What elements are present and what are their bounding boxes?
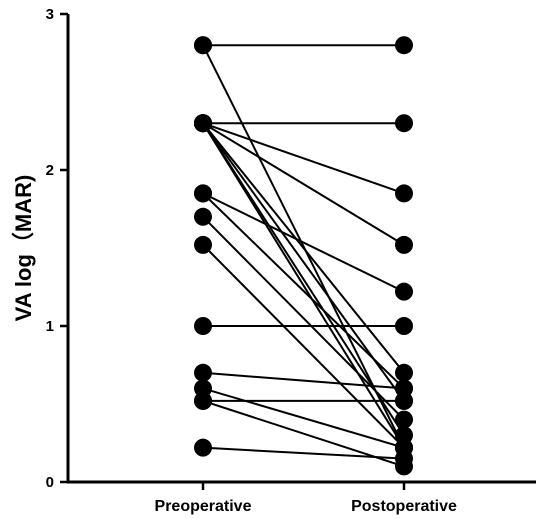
y-tick-label-0: 0 bbox=[46, 474, 54, 491]
pair-line-4 bbox=[202, 122, 405, 195]
category-label-postoperative: Postoperative bbox=[351, 498, 457, 515]
postoperative-point-3 bbox=[395, 114, 413, 133]
y-ticks: 0 1 2 3 bbox=[46, 6, 68, 491]
y-tick-label-1: 1 bbox=[46, 318, 54, 335]
preoperative-point-19 bbox=[194, 438, 212, 457]
pair-line-5 bbox=[202, 122, 405, 246]
data-points bbox=[194, 36, 413, 476]
postoperative-point-5 bbox=[395, 235, 413, 254]
postoperative-point-1 bbox=[395, 36, 413, 55]
axes bbox=[66, 14, 536, 484]
preoperative-point-13 bbox=[194, 235, 212, 254]
y-tick-label-3: 3 bbox=[46, 6, 54, 23]
pair-line-11 bbox=[202, 192, 405, 390]
postoperative-point-15 bbox=[395, 379, 413, 398]
pair-lines bbox=[202, 44, 405, 468]
pair-line-13 bbox=[202, 244, 405, 449]
postoperative-point-12 bbox=[395, 410, 413, 429]
pair-line-19 bbox=[202, 446, 405, 460]
preoperative-point-15 bbox=[194, 363, 212, 382]
preoperative-point-18 bbox=[194, 391, 212, 410]
y-axis-title: VA log（MAR) bbox=[11, 175, 36, 322]
pair-line-16 bbox=[202, 387, 405, 449]
postoperative-point-4 bbox=[395, 184, 413, 203]
pair-line-18 bbox=[202, 399, 405, 468]
postoperative-point-17 bbox=[395, 391, 413, 410]
category-label-preoperative: Preoperative bbox=[155, 498, 252, 515]
preoperative-point-2 bbox=[194, 36, 212, 55]
pair-line-10 bbox=[202, 192, 405, 293]
postoperative-point-8 bbox=[395, 426, 413, 445]
postoperative-point-10 bbox=[395, 282, 413, 301]
preoperative-point-14 bbox=[194, 317, 212, 335]
pair-line-15 bbox=[202, 371, 405, 390]
preoperative-point-16 bbox=[194, 379, 212, 398]
preoperative-point-12 bbox=[194, 207, 212, 226]
postoperative-point-19 bbox=[395, 449, 413, 468]
y-tick-label-2: 2 bbox=[46, 162, 54, 179]
x-ticks: Preoperative Postoperative bbox=[155, 482, 457, 515]
pair-line-8 bbox=[202, 122, 405, 436]
postoperative-point-14 bbox=[395, 317, 413, 335]
preoperative-point-9 bbox=[194, 114, 212, 133]
postoperative-point-6 bbox=[395, 363, 413, 382]
pair-line-9 bbox=[202, 122, 405, 449]
preoperative-point-11 bbox=[194, 184, 212, 203]
pair-line-6 bbox=[202, 122, 405, 374]
